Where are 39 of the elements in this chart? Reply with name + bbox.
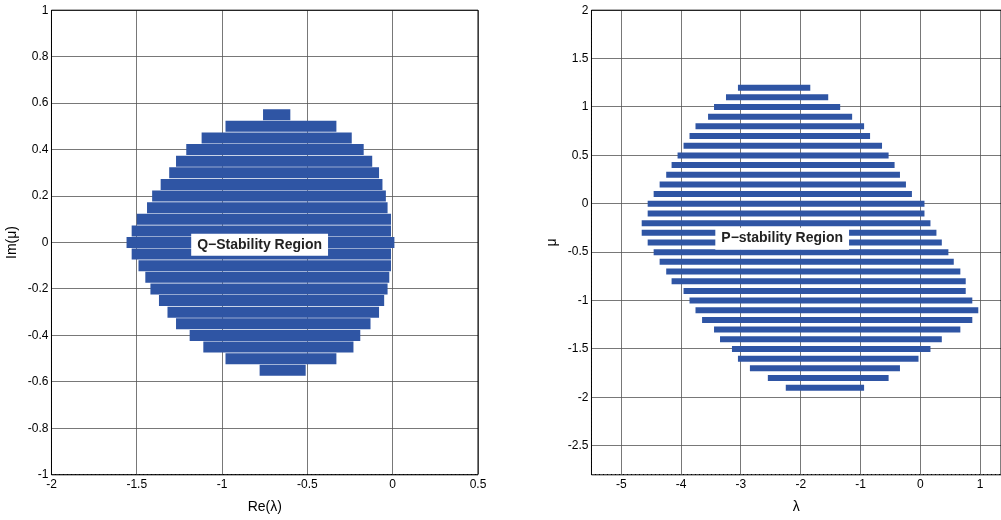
y-tick-label: 1	[581, 99, 589, 114]
y-tick-label: -0.8	[27, 420, 49, 435]
x-tick-label: -1	[216, 477, 228, 492]
x-tick-label: 0	[389, 477, 397, 492]
y-tick-label: -0.5	[567, 244, 589, 259]
y-tick-label: 0.8	[31, 48, 49, 63]
y-axis-title: Im(μ)	[3, 226, 20, 259]
y-tick-label: -2.5	[567, 438, 589, 453]
annotation: P−stability Region	[721, 229, 844, 246]
x-tick-label: 1	[976, 477, 984, 492]
y-tick-label: -0.6	[27, 374, 49, 389]
x-tick-label: -1.5	[126, 477, 148, 492]
y-tick-label: 1	[41, 2, 49, 17]
x-tick-label: 0.5	[469, 477, 487, 492]
y-tick-label: 0.5	[571, 147, 589, 162]
x-tick-label: 0	[916, 477, 924, 492]
y-tick-label: -1	[577, 292, 589, 307]
y-tick-label: 0	[581, 196, 589, 211]
x-tick-label: -0.5	[297, 477, 319, 492]
y-tick-label: -0.2	[27, 281, 49, 296]
y-tick-label: 0	[41, 234, 49, 249]
y-tick-label: -1.5	[567, 341, 589, 356]
x-tick-label: -2	[795, 477, 807, 492]
x-tick-label: -3	[735, 477, 747, 492]
y-tick-label: 2	[581, 2, 589, 17]
x-tick-label: -5	[616, 477, 628, 492]
y-tick-label: 0.4	[31, 141, 49, 156]
y-tick-label: -0.4	[27, 327, 49, 342]
x-tick-label: -4	[675, 477, 687, 492]
y-tick-label: -1	[37, 467, 49, 482]
annotation: Q−Stability Region	[197, 235, 323, 252]
x-axis-title: λ	[792, 498, 800, 515]
x-tick-label: -1	[855, 477, 867, 492]
y-tick-label: -2	[577, 389, 589, 404]
y-tick-label: 1.5	[571, 50, 589, 65]
x-axis-title: Re(λ)	[247, 498, 282, 515]
y-axis-title: μ	[543, 238, 560, 247]
y-tick-label: 0.6	[31, 95, 49, 110]
y-tick-label: 0.2	[31, 188, 49, 203]
